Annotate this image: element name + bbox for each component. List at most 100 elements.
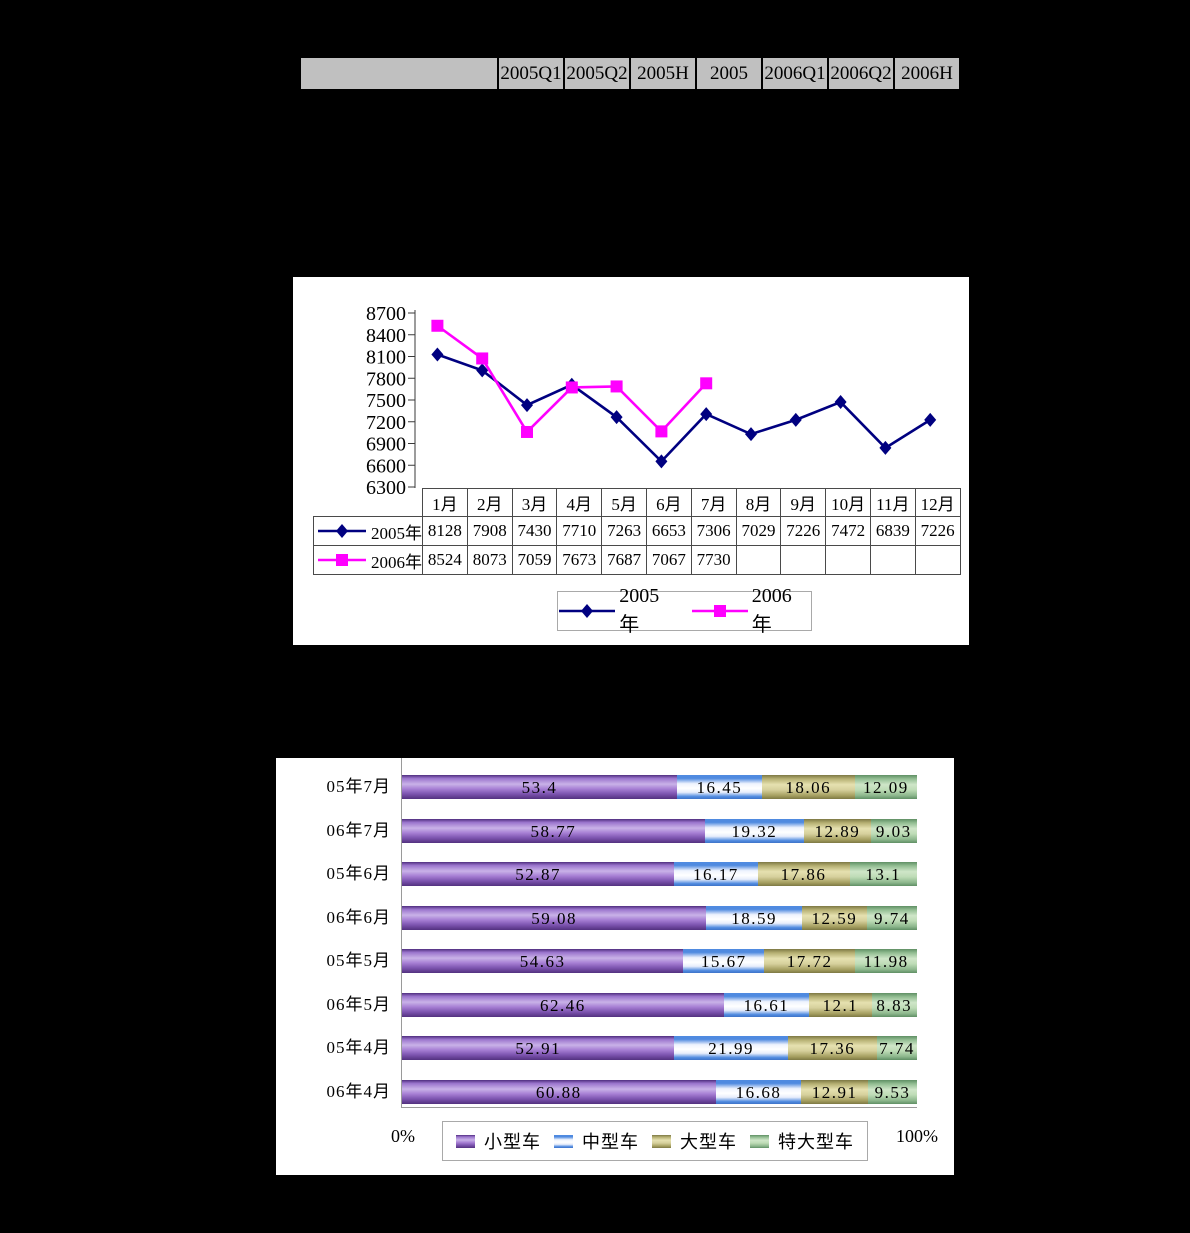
bar-segment: 21.99: [674, 1036, 788, 1060]
y-tick-label: 8700: [366, 303, 406, 325]
series-value-cell: 7226: [914, 516, 961, 546]
month-header-cell: 12月: [914, 488, 961, 517]
series-value-cell: [780, 545, 827, 575]
month-header-cell: 11月: [869, 488, 916, 517]
legend-item-label: 2005年: [619, 585, 660, 636]
series-value-cell: 8524: [422, 545, 468, 575]
series-value-cell: 6653: [645, 516, 692, 546]
bar-category-label: 05年7月: [326, 777, 391, 796]
bar-category-label: 05年4月: [326, 1038, 391, 1057]
series-value-cell: 7306: [690, 516, 737, 546]
square-marker-icon: [521, 425, 533, 438]
series-value-cell: 7908: [466, 516, 513, 546]
bar-segment: 19.32: [704, 818, 805, 843]
legend-swatch-icon: [750, 1134, 769, 1148]
bar-segment: 54.63: [402, 949, 684, 973]
bar-segment: 18.59: [706, 905, 802, 930]
legend-key-glyph: [559, 604, 615, 618]
bar-segment: 12.1: [809, 992, 872, 1017]
series-value-cell: 8073: [466, 545, 513, 575]
bar-chart-legend: 小型车 中型车 大型车 特大型车: [442, 1121, 868, 1161]
bar-segment: 9.53: [867, 1079, 917, 1104]
series-value-cell: 7226: [780, 516, 827, 546]
series-value-cell: 7730: [690, 545, 737, 575]
bar-segment: 12.09: [854, 775, 917, 799]
line-chart-panel: 8700 8400 8100 7800 7500 7200 6900 6600 6300 1月 2…: [293, 277, 969, 645]
bar-segment: 53.4: [402, 775, 677, 799]
diamond-marker-icon: [879, 440, 892, 455]
y-tick-label: 7500: [366, 390, 406, 412]
series-value-cell: 7673: [556, 545, 603, 575]
stacked-bar: 54.63 15.67 17.72 11.98: [402, 949, 917, 973]
diamond-marker-icon: [924, 412, 937, 427]
y-tick-label: 7200: [366, 412, 406, 434]
square-marker-icon: [655, 425, 668, 438]
series-value-cell: [869, 545, 916, 575]
diamond-marker-icon: [700, 407, 713, 422]
bar-segment: 15.67: [683, 949, 765, 973]
month-header-cell: 5月: [601, 488, 647, 517]
series-key: 2005年: [315, 519, 422, 544]
bar-category-label: 06年4月: [326, 1081, 391, 1101]
legend-item: 小型车: [456, 1128, 541, 1154]
square-marker-icon: [476, 352, 489, 365]
diamond-marker-icon: [655, 454, 668, 469]
legend-swatch-icon: [456, 1134, 475, 1148]
diamond-marker-icon: [431, 347, 444, 362]
diamond-marker-icon: [476, 363, 489, 378]
square-marker-icon: [565, 381, 578, 394]
bar-segment: 52.87: [402, 862, 675, 886]
stacked-bar: 59.08 18.59 12.59 9.74: [402, 905, 917, 930]
line-chart-data-table-body: 1月 2月 3月 4月 5月 6月 7月 8月 9月 10月 11月 12月 2005年 8128 7908…: [313, 488, 961, 575]
series-key-cell: 2006年: [313, 545, 423, 575]
y-tick-label: 7800: [366, 368, 406, 390]
bar-category-label: 06年5月: [326, 994, 391, 1014]
y-tick-label: 8400: [366, 325, 406, 347]
stacked-bar: 53.4 16.45 18.06 12.09: [402, 775, 917, 799]
bar-category-label: 05年6月: [326, 864, 391, 883]
series-name-label: 2006年: [371, 552, 422, 572]
bar-segment: 7.74: [877, 1036, 917, 1060]
bar-segment: 12.59: [801, 905, 867, 930]
square-marker-icon: [431, 319, 444, 332]
series-key-glyph: [318, 524, 366, 538]
y-tick-label: 8100: [366, 347, 406, 369]
bar-segment: 11.98: [855, 949, 917, 973]
month-header-cell: 3月: [511, 488, 558, 517]
bar-category-label: 06年7月: [326, 820, 391, 840]
stacked-bar: 52.87 16.17 17.86 13.1: [402, 862, 917, 886]
legend-item: 2006年: [691, 585, 812, 637]
header-cell: 2005Q1: [497, 58, 563, 89]
stacked-bar: 58.77 19.32 12.89 9.03: [402, 818, 917, 843]
month-header-cell: 7月: [690, 488, 737, 517]
bar-chart-y-axis-line: [401, 758, 402, 1107]
series-value-cell: [914, 545, 961, 575]
month-header-cell: 8月: [735, 488, 782, 517]
bar-segment: 52.91: [402, 1036, 675, 1060]
legend-item: 特大型车: [750, 1128, 854, 1154]
bar-segment: 8.83: [871, 992, 917, 1017]
legend-item-label: 大型车: [680, 1132, 737, 1152]
bar-chart-rows: 05年7月 53.4 16.45 18.06 12.09 06年7月 58.77 19.32 1…: [276, 758, 954, 1175]
month-header-cell: 9月: [780, 488, 827, 517]
diamond-marker-icon: [789, 412, 802, 427]
legend-swatch-icon: [554, 1134, 573, 1148]
diamond-marker-icon: [336, 524, 348, 538]
month-header-cell: 1月: [422, 488, 468, 517]
square-marker-icon: [336, 554, 348, 566]
series-value-cell: 7710: [556, 516, 603, 546]
series-value-cell: 6839: [869, 516, 916, 546]
series-data-row: 2006年 8524 8073 7059 7673 7687 7067 7730: [313, 545, 961, 575]
bar-segment: 16.68: [715, 1079, 802, 1104]
bar-category-label: 06年6月: [326, 907, 391, 927]
legend-item: 中型车: [554, 1128, 639, 1154]
y-tick-label: 6300: [366, 477, 406, 499]
month-header-cell: 4月: [556, 488, 603, 517]
bar-segment: 58.77: [402, 818, 705, 843]
series-value-cell: 7687: [601, 545, 647, 575]
bar-chart-x-axis-line: [401, 1107, 917, 1108]
bar-segment: 59.08: [402, 905, 707, 930]
header-cell: 2005H: [629, 58, 695, 89]
bar-category-label: 05年5月: [326, 951, 391, 970]
